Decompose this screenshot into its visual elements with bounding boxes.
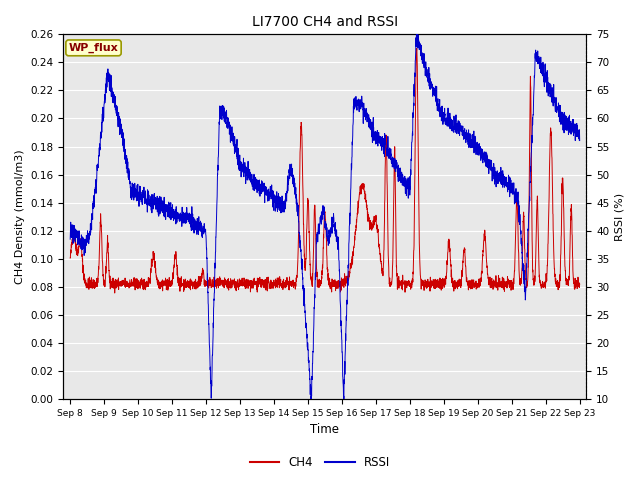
- Y-axis label: CH4 Density (mmol/m3): CH4 Density (mmol/m3): [15, 149, 25, 284]
- X-axis label: Time: Time: [310, 423, 339, 436]
- Title: LI7700 CH4 and RSSI: LI7700 CH4 and RSSI: [252, 15, 398, 29]
- Text: WP_flux: WP_flux: [68, 43, 118, 53]
- Legend: CH4, RSSI: CH4, RSSI: [245, 452, 395, 474]
- Y-axis label: RSSI (%): RSSI (%): [615, 192, 625, 240]
